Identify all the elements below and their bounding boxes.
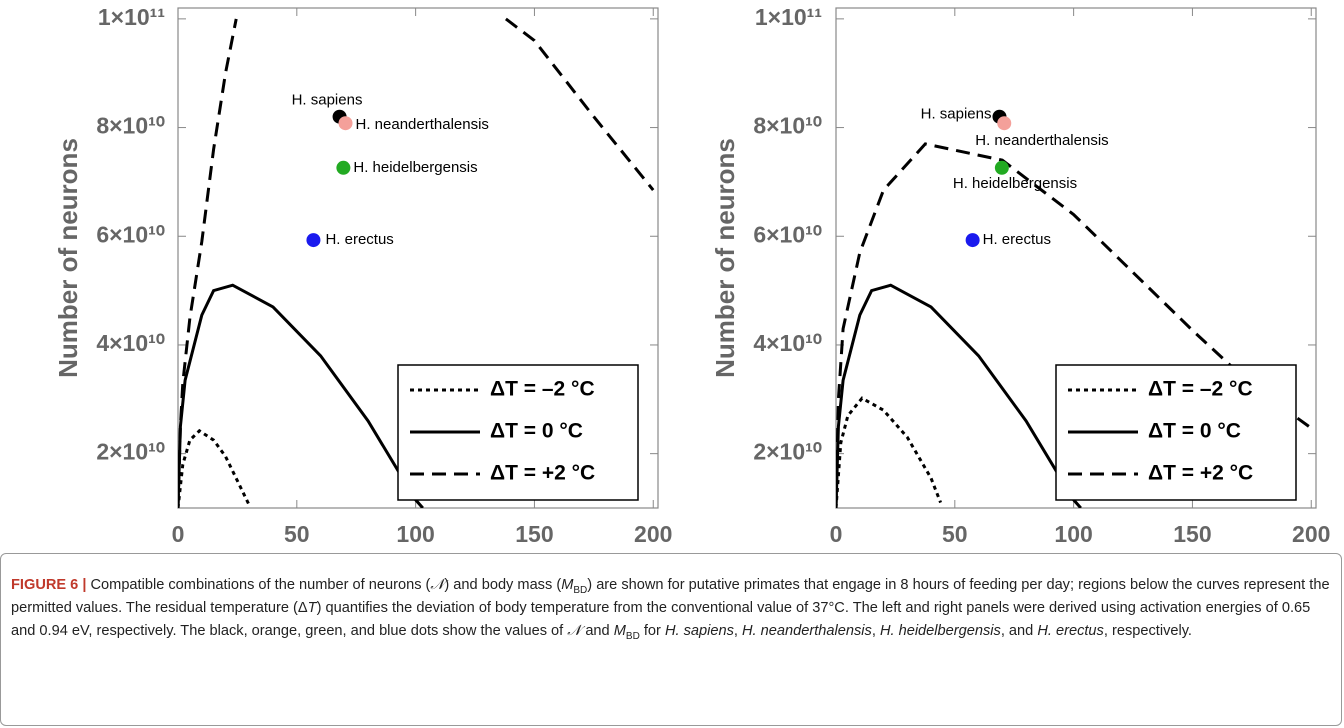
caption-text: H. erectus (1037, 623, 1104, 639)
caption-text: M (561, 577, 574, 593)
x-tick-label: 100 (1054, 521, 1092, 547)
caption-text: Compatible combinations of the number of… (86, 577, 431, 593)
x-tick-label: 0 (172, 521, 185, 547)
caption-text: H. heidelbergensis (879, 623, 1001, 639)
x-tick-label: 0 (830, 521, 843, 547)
data-point (338, 116, 353, 131)
panel: 0 50 100 150 200 2×10¹⁰ 4×10¹⁰ 6×10¹⁰ 8×10¹⁰ 1×10… (710, 4, 1331, 547)
x-tick-label: 150 (515, 521, 553, 547)
x-tick-label: 50 (942, 521, 968, 547)
y-tick-label: 8×10¹⁰ (96, 113, 165, 139)
curve (178, 17, 655, 508)
point-label: H. sapiens (292, 92, 363, 109)
point-label: H. heidelbergensis (353, 159, 477, 176)
panel: 0 50 100 150 200 2×10¹⁰ 4×10¹⁰ 6×10¹⁰ 8×10¹⁰ 1×10… (53, 4, 673, 547)
y-tick-label: 4×10¹⁰ (96, 330, 165, 356)
y-tick-label: 8×10¹⁰ (753, 113, 822, 139)
caption-text: , (871, 623, 880, 639)
curve (836, 396, 942, 508)
y-axis-title: Number of neurons (53, 138, 83, 378)
data-point (306, 233, 321, 248)
caption-text: 𝒩 (430, 577, 445, 593)
y-tick-label: 2×10¹⁰ (753, 439, 822, 465)
data-point (994, 160, 1009, 175)
caption-text: T (307, 600, 317, 616)
y-tick-label: 6×10¹⁰ (753, 221, 822, 247)
x-tick-label: 100 (396, 521, 434, 547)
data-point (965, 233, 980, 248)
caption-label: FIGURE 6 | (11, 577, 87, 593)
legend-label: ΔT = 0 °C (1148, 420, 1241, 443)
point-label: H. neanderthalensis (975, 132, 1108, 149)
y-tick-label: 6×10¹⁰ (96, 221, 165, 247)
x-tick-label: 200 (634, 521, 672, 547)
y-axis-title: Number of neurons (710, 138, 740, 378)
caption-text: BD (573, 584, 588, 596)
curve (178, 428, 251, 508)
point-label: H. neanderthalensis (356, 116, 489, 133)
caption: FIGURE 6 | Compatible combinations of th… (0, 553, 1342, 726)
x-tick-label: 150 (1173, 521, 1211, 547)
caption-text: BD (625, 630, 640, 642)
data-point (997, 116, 1012, 131)
caption-text: , respectively. (1103, 623, 1192, 639)
caption-text: H. neanderthalensis (742, 623, 872, 639)
x-tick-label: 200 (1292, 521, 1330, 547)
caption-text: H. sapiens (664, 623, 734, 639)
point-label: H. erectus (983, 231, 1051, 248)
legend-label: ΔT = –2 °C (490, 378, 595, 401)
figure: 0 50 100 150 200 2×10¹⁰ 4×10¹⁰ 6×10¹⁰ 8×10¹⁰ 1×10… (53, 4, 1331, 547)
caption-text: , and (1000, 623, 1038, 639)
point-label: H. sapiens (921, 106, 992, 123)
point-label: H. heidelbergensis (953, 175, 1077, 192)
y-tick-label: 4×10¹⁰ (753, 330, 822, 356)
data-point (336, 160, 351, 175)
point-label: H. erectus (325, 231, 393, 248)
y-tick-label: 1×10¹¹ (98, 4, 165, 30)
caption-text: 𝒩 (567, 623, 582, 639)
legend-label: ΔT = +2 °C (490, 462, 595, 485)
y-tick-label: 1×10¹¹ (755, 4, 822, 30)
caption-text: and (581, 623, 614, 639)
y-tick-label: 2×10¹⁰ (96, 439, 165, 465)
curve (836, 283, 1082, 508)
legend-label: ΔT = 0 °C (490, 420, 583, 443)
caption-text: ) and body mass ( (444, 577, 562, 593)
legend-label: ΔT = –2 °C (1148, 378, 1253, 401)
plot-frame (177, 7, 659, 509)
caption-text: ) quantifies the deviation of body tempe… (11, 600, 1311, 639)
x-tick-label: 50 (284, 521, 310, 547)
caption-text: for (639, 623, 665, 639)
caption-text: M (613, 623, 626, 639)
caption-text: ) are shown for putative primates that e… (11, 577, 1330, 616)
legend-label: ΔT = +2 °C (1148, 462, 1253, 485)
plot-frame (835, 7, 1317, 509)
curve (178, 283, 424, 508)
curve (836, 142, 1313, 508)
caption-text: , (733, 623, 743, 639)
